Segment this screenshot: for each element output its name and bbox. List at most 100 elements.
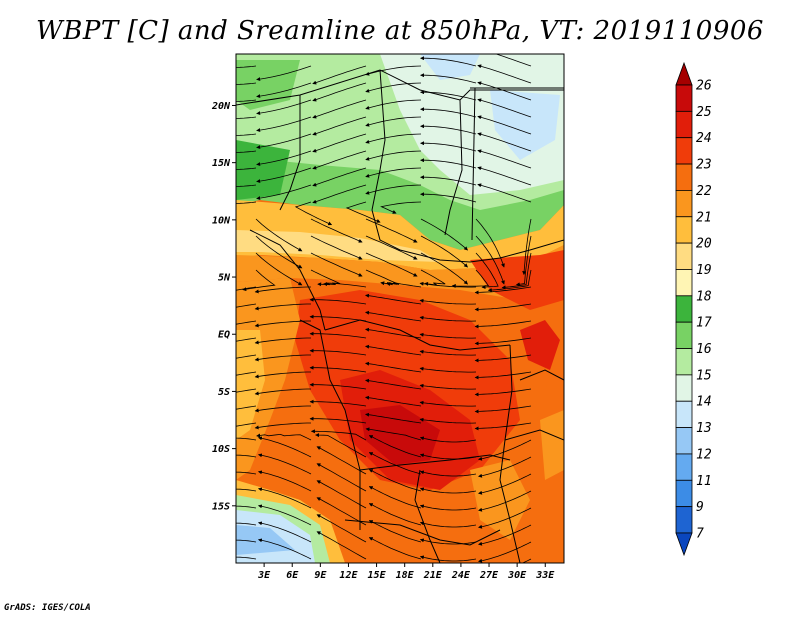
streamline (368, 452, 422, 475)
streamline (368, 435, 422, 458)
streamline (236, 522, 257, 526)
streamline (236, 488, 257, 492)
colorbar-label: 11 (696, 474, 712, 489)
streamline (501, 252, 532, 290)
streamline (317, 282, 367, 288)
streamline (475, 235, 505, 285)
streamline (256, 167, 312, 184)
streamline (419, 281, 477, 288)
streamline (236, 65, 257, 68)
streamline (256, 116, 312, 133)
streamline (419, 538, 477, 545)
streamline (236, 99, 257, 102)
colorbar-swatch (675, 190, 693, 218)
streamline (236, 82, 257, 85)
streamline (257, 504, 312, 526)
streamline (365, 252, 418, 277)
colorbar-bottom-arrow (675, 532, 693, 557)
lon-label: 15E (368, 570, 387, 581)
colorbar-label: 24 (696, 131, 712, 146)
streamline (365, 218, 418, 243)
streamline (420, 175, 477, 186)
colorbar-label: 7 (696, 527, 704, 542)
lon-label: 3E (257, 570, 271, 581)
streamline (365, 184, 422, 195)
streamline (474, 405, 532, 414)
streamline (365, 150, 422, 161)
streamline (474, 320, 532, 329)
streamline (419, 453, 477, 460)
streamline (419, 504, 477, 511)
streamline (236, 471, 257, 475)
colorbar-label: 9 (696, 500, 704, 515)
colorbar-swatch (675, 479, 693, 508)
colorbar-label: 15 (696, 368, 712, 383)
streamline (474, 303, 532, 312)
streamline (236, 167, 257, 170)
streamline (419, 436, 477, 443)
streamline (312, 150, 367, 170)
streamline (365, 167, 422, 178)
streamline (478, 524, 532, 546)
lon-label: 27E (479, 570, 499, 581)
streamlines (236, 54, 532, 563)
streamline (256, 184, 312, 201)
streamline (474, 388, 532, 397)
streamline (419, 521, 477, 528)
streamline (365, 133, 422, 144)
lon-label: 21E (423, 570, 443, 581)
colorbar-swatch (675, 269, 693, 297)
streamline (257, 538, 312, 560)
streamline (236, 505, 257, 509)
colorbar-label: 14 (696, 395, 712, 410)
streamline (316, 463, 367, 492)
streamline (254, 354, 311, 362)
streamline (309, 365, 367, 373)
streamline (310, 429, 367, 441)
colorbar-swatch (675, 400, 693, 428)
streamline (420, 192, 477, 203)
streamline (474, 337, 532, 346)
streamline (255, 235, 303, 269)
streamline (236, 286, 257, 291)
streamline (419, 487, 477, 494)
streamline (420, 158, 477, 169)
streamline (236, 405, 257, 410)
lat-label: 15N (212, 158, 231, 169)
colorbar-swatch (675, 453, 693, 481)
streamline (365, 378, 422, 390)
colorbar-swatch (675, 506, 693, 534)
streamline (365, 344, 422, 356)
colorbar-label: 25 (696, 105, 712, 120)
streamline (487, 269, 532, 293)
streamline (420, 90, 477, 101)
streamline (236, 150, 257, 153)
colorbar-swatch (675, 321, 693, 349)
streamline (419, 417, 477, 424)
colorbar-swatch (675, 84, 693, 112)
streamline (254, 320, 311, 328)
lat-label: 5N (218, 273, 231, 284)
streamline (309, 348, 367, 356)
streamline (477, 81, 532, 101)
colorbar-label: 26 (696, 79, 712, 94)
streamline (368, 520, 422, 543)
streamline (419, 470, 477, 477)
streamline (477, 132, 532, 152)
streamline (312, 133, 367, 153)
map-frame (235, 53, 565, 564)
streamline (478, 456, 532, 478)
streamline (310, 269, 341, 287)
lat-label: 15S (212, 501, 230, 512)
streamline (254, 303, 311, 311)
streamline (312, 116, 367, 136)
streamline (420, 218, 468, 251)
streamline (477, 166, 532, 186)
streamline (451, 269, 490, 288)
colorbar-swatch (675, 110, 693, 139)
streamline (474, 371, 532, 380)
streamline (380, 281, 422, 288)
streamline (256, 82, 312, 99)
streamline (419, 298, 477, 305)
streamline (365, 361, 422, 373)
